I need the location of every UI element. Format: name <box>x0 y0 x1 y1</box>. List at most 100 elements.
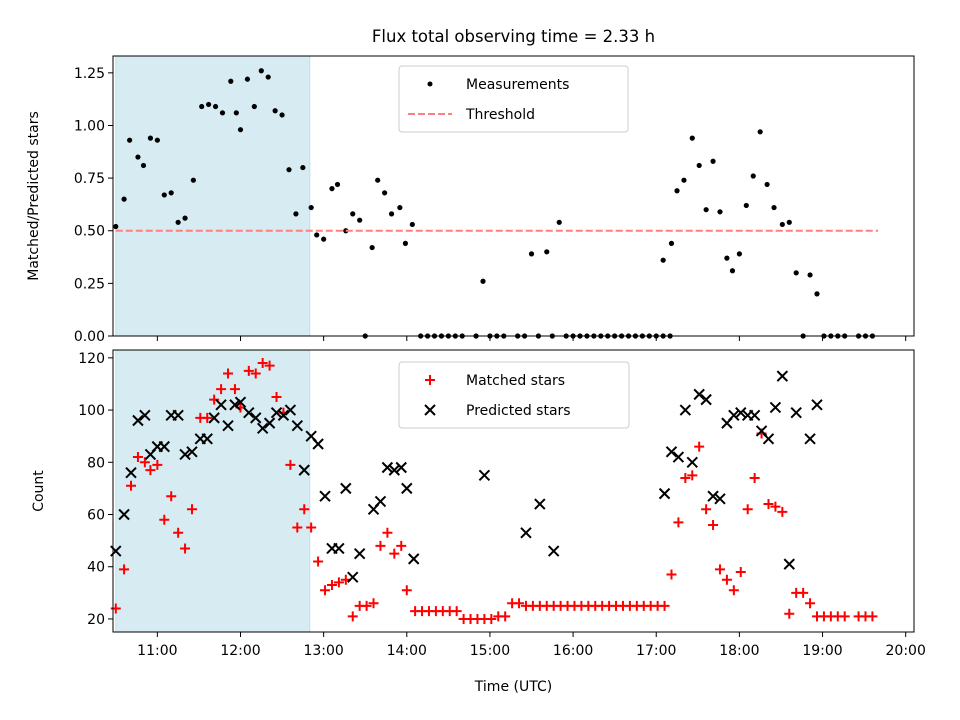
predicted-stars-point <box>298 464 310 476</box>
predicted-stars-point <box>340 482 352 495</box>
matched-stars-point <box>742 504 753 515</box>
matched-stars-point <box>770 501 781 512</box>
bottom-legend: Matched stars Predicted stars <box>398 361 630 429</box>
predicted-stars-point <box>201 433 213 445</box>
measurement-point <box>168 190 174 196</box>
measurement-point <box>717 209 723 215</box>
measurement-point <box>286 167 292 173</box>
predicted-stars-point <box>250 412 262 424</box>
top-legend: Measurements Threshold <box>398 65 629 133</box>
predicted-stars-point <box>118 508 130 521</box>
matched-stars-point <box>798 587 809 598</box>
measurement-point <box>233 110 239 116</box>
measurement-point <box>140 162 147 169</box>
bottom-y-ticks: 20 40 60 80 100 120 <box>78 351 113 628</box>
matched-stars-point <box>396 540 407 551</box>
x-tick-label: 11:00 <box>137 643 177 659</box>
y-tick-label: 0.00 <box>74 329 105 345</box>
figure-title: Flux total observing time = 2.33 h <box>372 27 655 46</box>
measurement-point <box>293 211 299 217</box>
predicted-stars-point <box>186 446 198 458</box>
measurement-point <box>154 137 160 143</box>
predicted-stars-point <box>790 406 802 419</box>
matched-stars-point <box>202 412 213 423</box>
matched-stars-point <box>389 548 400 559</box>
matched-stars-point <box>166 491 177 502</box>
predicted-stars-point <box>769 401 782 414</box>
x-tick-label: 19:00 <box>802 643 842 659</box>
predicted-stars-point <box>679 404 692 416</box>
matched-stars-point <box>139 457 150 468</box>
predicted-stars-point <box>347 571 359 583</box>
measurement-point <box>771 204 777 211</box>
measurement-point <box>696 162 702 169</box>
measurement-point <box>244 76 251 82</box>
measurement-point <box>308 204 314 211</box>
measurement-point <box>556 219 562 225</box>
measurement-point <box>321 236 327 242</box>
measurement-point <box>334 181 341 188</box>
predicted-stars-point <box>229 399 241 411</box>
measurement-point <box>219 110 226 116</box>
predicted-stars-point <box>139 409 151 421</box>
top-panel: 0.00 0.25 0.50 0.75 1.00 1.25 Matched/Predict… <box>26 55 915 345</box>
matched-stars-point <box>514 598 525 609</box>
x-marker <box>424 404 436 416</box>
plus-marker <box>425 375 435 385</box>
measurement-point <box>757 129 763 135</box>
matched-stars-point <box>347 611 358 622</box>
matched-stars-point <box>680 472 691 483</box>
predicted-stars-point <box>374 495 387 508</box>
matched-stars-point <box>333 577 344 588</box>
measurement-point <box>814 291 820 297</box>
measurement-point <box>279 112 285 118</box>
measurement-point <box>736 251 742 257</box>
measurement-point <box>127 137 133 143</box>
predicted-stars-point <box>401 482 413 495</box>
measurement-point <box>258 68 264 74</box>
measurement-point <box>764 181 770 188</box>
matched-stars-point <box>110 603 121 614</box>
measurement-point <box>206 101 212 108</box>
measurement-point <box>228 78 234 84</box>
bottom-x-ticks: 11:00 12:00 13:00 14:00 15:00 16:00 17:00 18:00… <box>137 632 926 659</box>
matched-stars-point <box>223 368 234 379</box>
top-legend-box <box>398 65 629 133</box>
top-y-axis-label: Matched/Predicted stars <box>26 111 42 281</box>
matched-stars-point <box>375 540 386 551</box>
matched-stars-point <box>216 384 227 395</box>
measurement-point <box>681 177 687 183</box>
top-y-ticks: 0.00 0.25 0.50 0.75 1.00 1.25 <box>74 66 113 345</box>
x-tick-label: 15:00 <box>470 643 510 659</box>
y-tick-label: 0.75 <box>74 171 105 187</box>
y-tick-label: 1.00 <box>74 118 105 134</box>
x-tick-label: 12:00 <box>220 643 260 659</box>
predicted-stars-point <box>263 417 276 429</box>
matched-stars-point <box>126 480 137 491</box>
predicted-stars-point <box>547 545 560 557</box>
legend-measurements-marker <box>427 81 433 87</box>
predicted-stars-point <box>478 469 491 482</box>
matched-stars-point <box>708 519 719 530</box>
predicted-stars-point <box>735 406 747 419</box>
bottom-y-axis-label: Count <box>31 470 47 512</box>
legend-threshold-label: Threshold <box>465 107 535 123</box>
predicted-stars-point <box>277 409 290 421</box>
x-tick-label: 18:00 <box>719 643 759 659</box>
measurement-point <box>779 221 785 228</box>
matched-stars-point <box>159 514 170 525</box>
predicted-stars-point <box>693 388 705 401</box>
measurement-point <box>329 186 335 192</box>
top-x-ticks <box>156 336 907 341</box>
matched-stars-point <box>368 598 379 609</box>
matched-stars-point <box>701 504 712 515</box>
matched-stars-point <box>209 394 220 405</box>
measurement-point <box>212 103 219 110</box>
predicted-stars-point <box>783 558 795 570</box>
predicted-stars-point <box>776 370 789 382</box>
measurement-point <box>121 196 127 202</box>
measurement-point <box>689 135 695 141</box>
predicted-stars-point <box>762 433 775 445</box>
matched-stars-point <box>673 517 684 528</box>
x-tick-label: 20:00 <box>886 643 926 659</box>
